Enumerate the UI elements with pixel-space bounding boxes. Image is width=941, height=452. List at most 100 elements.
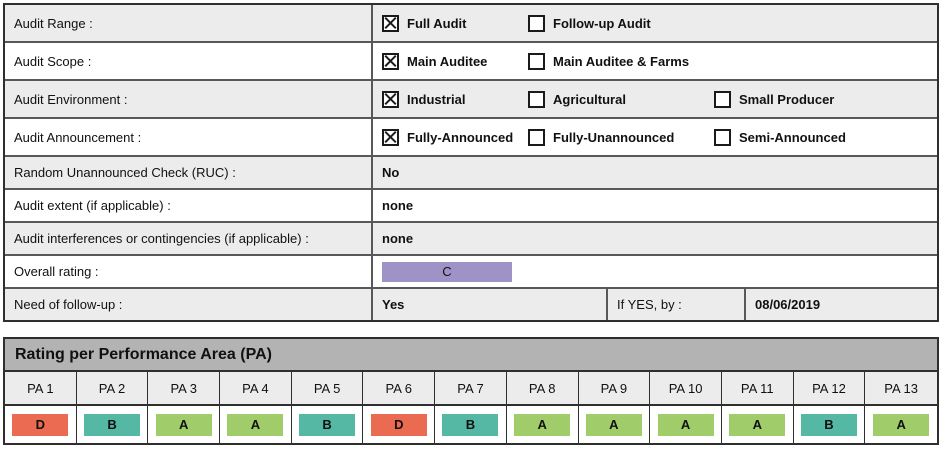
pa-rating-badge: D (370, 413, 427, 436)
pa-rating-badge: A (873, 413, 930, 436)
pa-column-header: PA 13 (865, 372, 937, 406)
option-semi-announced[interactable]: Semi-Announced (714, 128, 937, 146)
checkbox-icon[interactable] (528, 90, 545, 108)
pa-rating-cell: D (5, 406, 77, 443)
checkbox-icon[interactable] (528, 128, 545, 146)
pa-rating-badge: A (585, 413, 642, 436)
pa-rating-cell: A (650, 406, 722, 443)
row-label: Random Unannounced Check (RUC) : (5, 157, 373, 188)
checkbox-icon[interactable] (714, 90, 731, 108)
pa-column-header: PA 12 (793, 372, 866, 406)
pa-rating-cell: A (578, 406, 651, 443)
option-industrial[interactable]: Industrial (382, 90, 528, 108)
option-label: Follow-up Audit (553, 15, 651, 31)
row-audit-range: Audit Range : Full Audit Follow-up Audit (5, 5, 937, 43)
row-audit-scope: Audit Scope : Main Auditee Main Auditee … (5, 43, 937, 81)
audit-summary-table: Audit Range : Full Audit Follow-up Audit… (3, 3, 939, 322)
pa-rating-badge: A (657, 413, 714, 436)
row-options: Full Audit Follow-up Audit (373, 5, 937, 41)
row-overall-rating: Overall rating : C (5, 256, 937, 289)
pa-rating-cell: A (865, 406, 937, 443)
row-label: Audit Environment : (5, 81, 373, 117)
option-agricultural[interactable]: Agricultural (528, 90, 714, 108)
pa-rating-badge: A (514, 413, 571, 436)
checkbox-icon[interactable] (714, 128, 731, 146)
option-label: Agricultural (553, 91, 626, 107)
pa-column-header: PA 10 (650, 372, 722, 406)
checkbox-icon[interactable] (528, 14, 545, 32)
ruc-value: No (373, 157, 937, 188)
overall-rating-cell: C (373, 256, 937, 287)
pa-column-header: PA 9 (578, 372, 651, 406)
option-label: Full Audit (407, 15, 467, 31)
checkbox-icon[interactable] (382, 90, 399, 108)
option-full-audit[interactable]: Full Audit (382, 14, 528, 32)
pa-column-header: PA 5 (291, 372, 364, 406)
pa-rating-cell: B (435, 406, 507, 443)
option-label: Main Auditee & Farms (553, 53, 690, 69)
pa-column-header: PA 6 (363, 372, 436, 406)
row-label: Need of follow-up : (5, 289, 373, 320)
pa-rating-badge: B (800, 413, 857, 436)
pa-column-header: PA 2 (76, 372, 149, 406)
row-options: Fully-Announced Fully-Unannounced Semi-A… (373, 119, 937, 155)
row-options: Main Auditee Main Auditee & Farms (373, 43, 937, 79)
checkbox-icon[interactable] (382, 128, 399, 146)
option-fully-unannounced[interactable]: Fully-Unannounced (528, 128, 714, 146)
row-audit-interferences: Audit interferences or contingencies (if… (5, 223, 937, 256)
pa-rating-table: Rating per Performance Area (PA) PA 1 PA… (3, 337, 939, 445)
pa-rating-badge: A (155, 413, 212, 436)
pa-rating-cell: A (721, 406, 794, 443)
pa-rating-cell: A (148, 406, 221, 443)
pa-rating-cell: D (363, 406, 436, 443)
pa-header-row: PA 1 PA 2 PA 3 PA 4 PA 5 PA 6 PA 7 PA 8 … (5, 372, 937, 406)
pa-rating-badge: B (84, 413, 141, 436)
overall-rating-badge: C (382, 261, 512, 282)
row-need-of-followup: Need of follow-up : Yes If YES, by : 08/… (5, 289, 937, 320)
row-options: Industrial Agricultural Small Producer (373, 81, 937, 117)
row-ruc: Random Unannounced Check (RUC) : No (5, 157, 937, 190)
row-label: Audit Scope : (5, 43, 373, 79)
pa-rating-badge: A (227, 413, 284, 436)
pa-rating-badge: D (12, 413, 69, 436)
option-fully-announced[interactable]: Fully-Announced (382, 128, 528, 146)
row-audit-extent: Audit extent (if applicable) : none (5, 190, 937, 223)
option-label: Small Producer (739, 91, 835, 107)
option-label: Main Auditee (407, 53, 488, 69)
option-follow-up-audit[interactable]: Follow-up Audit (528, 14, 714, 32)
checkbox-icon[interactable] (528, 52, 545, 70)
pa-column-header: PA 1 (5, 372, 77, 406)
option-main-auditee-farms[interactable]: Main Auditee & Farms (528, 52, 714, 70)
pa-rating-badge: A (729, 413, 786, 436)
pa-column-header: PA 3 (148, 372, 221, 406)
row-label: Audit Range : (5, 5, 373, 41)
option-label: Semi-Announced (739, 129, 846, 145)
option-label: Fully-Announced (407, 129, 514, 145)
row-label: Audit Announcement : (5, 119, 373, 155)
checkbox-icon[interactable] (382, 52, 399, 70)
pa-column-header: PA 4 (220, 372, 292, 406)
option-main-auditee[interactable]: Main Auditee (382, 52, 528, 70)
pa-rating-cell: B (793, 406, 866, 443)
pa-rating-cell: A (220, 406, 292, 443)
pa-rating-badge: B (299, 413, 356, 436)
pa-column-header: PA 11 (721, 372, 794, 406)
pa-section-title: Rating per Performance Area (PA) (5, 339, 937, 372)
row-label: Audit extent (if applicable) : (5, 190, 373, 221)
option-small-producer[interactable]: Small Producer (714, 90, 937, 108)
pa-rating-cell: B (76, 406, 149, 443)
pa-column-header: PA 7 (435, 372, 507, 406)
pa-rating-badge: B (442, 413, 499, 436)
row-label: Overall rating : (5, 256, 373, 287)
pa-rating-cell: A (506, 406, 579, 443)
option-label: Fully-Unannounced (553, 129, 675, 145)
row-audit-announcement: Audit Announcement : Fully-Announced Ful… (5, 119, 937, 157)
if-yes-by-label: If YES, by : (608, 289, 746, 320)
row-label: Audit interferences or contingencies (if… (5, 223, 373, 254)
checkbox-icon[interactable] (382, 14, 399, 32)
followup-value: Yes (373, 289, 608, 320)
followup-date: 08/06/2019 (746, 289, 937, 320)
pa-column-header: PA 8 (506, 372, 579, 406)
audit-extent-value: none (373, 190, 937, 221)
row-audit-environment: Audit Environment : Industrial Agricultu… (5, 81, 937, 119)
